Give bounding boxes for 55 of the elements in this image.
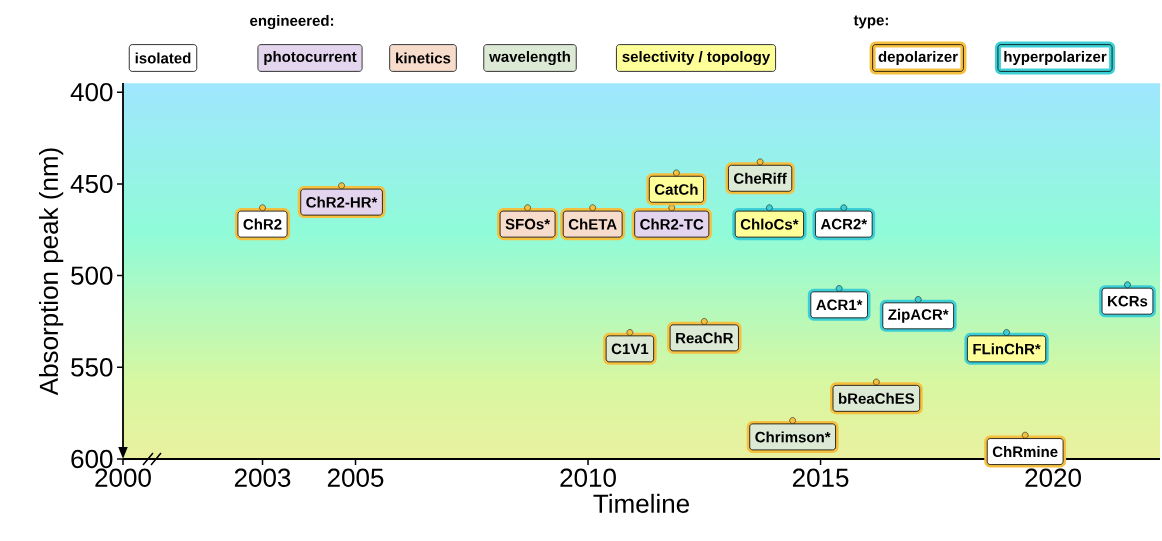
point (840, 204, 848, 211)
data-label: ChR2-TC (640, 218, 704, 230)
point (1003, 329, 1010, 336)
text: hyperpolarizer (1004, 51, 1107, 65)
x-axis-title: Timeline (593, 493, 689, 513)
legend-label: isolated (135, 52, 191, 64)
text: depolarizer (878, 51, 958, 65)
y-tick-label: 400 (70, 82, 113, 102)
point (835, 285, 843, 292)
point (789, 417, 796, 424)
y-axis-title: Absorption peak (nm) (38, 148, 64, 396)
point (701, 318, 708, 325)
data-label: bReaChES (839, 392, 915, 404)
point (766, 204, 773, 211)
data-label: ReaChR (676, 332, 734, 344)
data-label: ACR2* (820, 218, 868, 230)
data-label: ChR2 (243, 218, 282, 230)
x-tick-label: 2010 (560, 468, 616, 487)
data-label: ChR2-HR* (306, 196, 378, 208)
x-tick-label: 2020 (1025, 468, 1081, 487)
point (873, 378, 880, 386)
legend-label: photocurrent (264, 51, 357, 65)
data-label: ChETA (568, 218, 617, 230)
y-tick-label: 550 (71, 358, 113, 377)
point (668, 204, 675, 211)
x-tick-label: 2000 (95, 468, 151, 487)
data-label: SFOs* (505, 218, 551, 230)
point (589, 204, 596, 211)
point (1124, 281, 1131, 289)
point (914, 296, 922, 303)
data-label: KCRs (1108, 295, 1148, 307)
point (626, 329, 634, 336)
y-tick-label: 600 (71, 449, 113, 469)
data-label: Chrimson* (755, 431, 831, 443)
data-label: CatCh (654, 183, 698, 195)
x-tick-label: 2015 (792, 468, 849, 487)
data-label: FLinChR* (973, 343, 1041, 355)
data-label: ChloCs* (740, 218, 799, 230)
point (524, 204, 531, 211)
data-label: ChRmine (992, 446, 1058, 458)
legend-label: selectivity / topology (622, 50, 771, 66)
data-label: C1V1 (611, 343, 649, 355)
y-tick-label: 500 (71, 266, 113, 285)
data-label: ZipACR* (888, 308, 949, 323)
data-label: ACR1* (816, 299, 863, 311)
x-tick-label: 2005 (327, 468, 384, 487)
legend-label: wavelength (489, 50, 570, 66)
point (338, 182, 345, 189)
legend-title: engineered: (250, 14, 334, 30)
x-tick-label: 2003 (234, 468, 291, 487)
data-label: CheRiff (734, 172, 787, 184)
y-tick-label: 450 (70, 174, 113, 194)
text: type: (853, 15, 888, 29)
legend-label: kinetics (396, 52, 451, 64)
point (756, 158, 764, 166)
